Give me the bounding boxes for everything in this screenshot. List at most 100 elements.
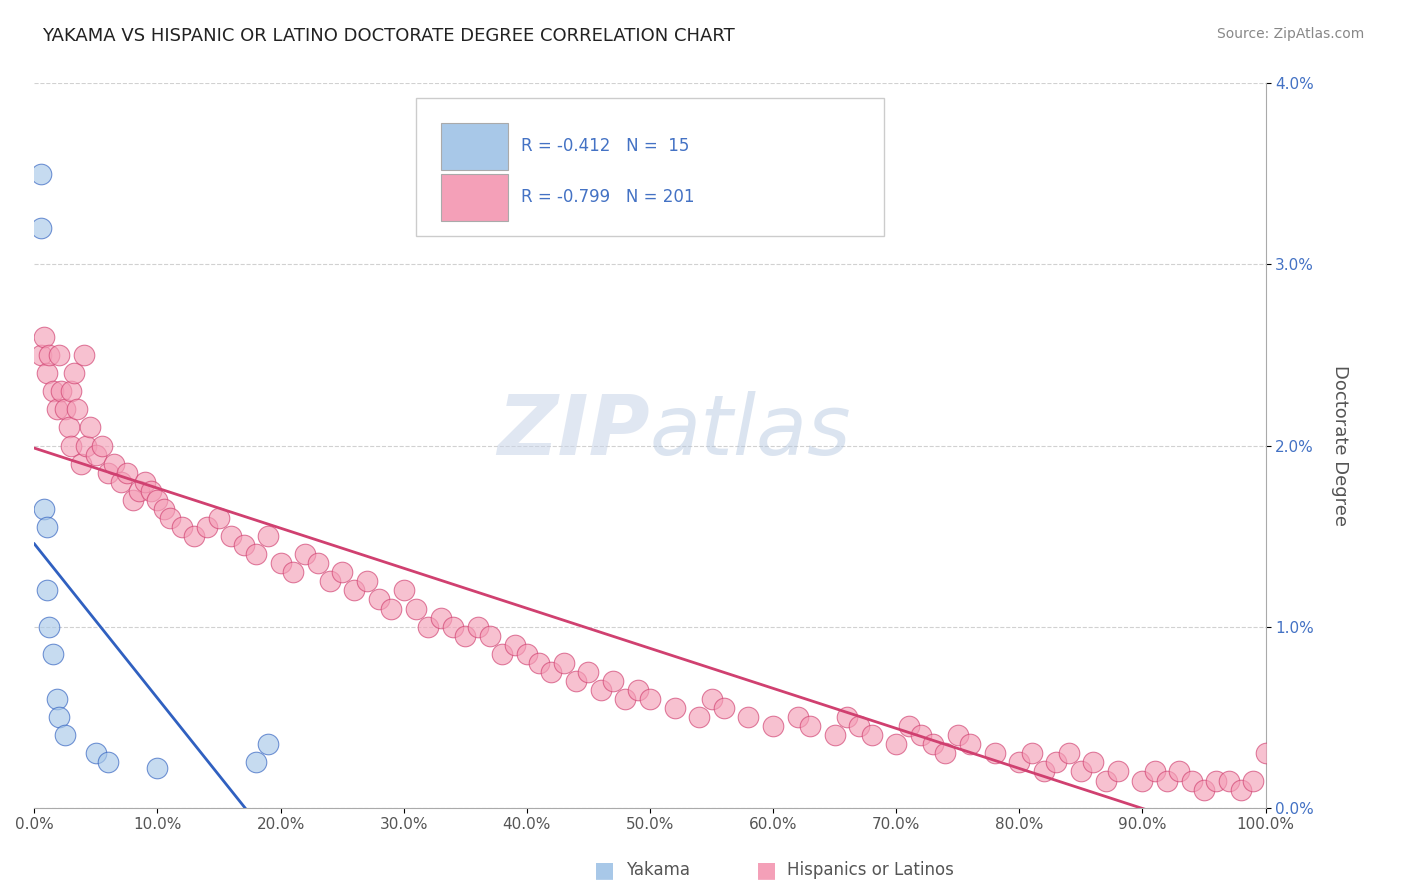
- Point: [454, 629, 477, 643]
- Point: [62, 366, 84, 380]
- Point: [97, 466, 120, 480]
- Point: [848, 719, 870, 733]
- Point: [392, 583, 415, 598]
- Point: [42, 647, 65, 661]
- Point: [1045, 756, 1067, 770]
- Text: atlas: atlas: [650, 391, 852, 472]
- Point: [38, 348, 60, 362]
- Point: [35, 366, 58, 380]
- Point: [38, 619, 60, 633]
- Point: [356, 574, 378, 589]
- Point: [79, 420, 101, 434]
- Point: [70, 457, 93, 471]
- Point: [713, 701, 735, 715]
- Text: ■: ■: [756, 860, 776, 880]
- Point: [195, 520, 218, 534]
- Point: [32, 502, 55, 516]
- Point: [245, 547, 267, 561]
- Point: [503, 638, 526, 652]
- Point: [30, 167, 52, 181]
- Point: [97, 756, 120, 770]
- Point: [159, 511, 181, 525]
- Point: [1218, 773, 1240, 788]
- Point: [429, 610, 451, 624]
- Point: [245, 756, 267, 770]
- Point: [152, 502, 174, 516]
- FancyBboxPatch shape: [416, 98, 884, 235]
- Point: [257, 529, 280, 543]
- Point: [35, 583, 58, 598]
- Point: [172, 520, 194, 534]
- Point: [48, 710, 70, 724]
- Point: [627, 683, 650, 698]
- Text: ZIP: ZIP: [498, 391, 650, 472]
- Point: [141, 483, 163, 498]
- Point: [53, 402, 76, 417]
- Point: [1132, 773, 1154, 788]
- Point: [330, 566, 353, 580]
- Point: [664, 701, 686, 715]
- Point: [30, 221, 52, 235]
- Point: [60, 439, 83, 453]
- Point: [183, 529, 205, 543]
- Point: [103, 457, 125, 471]
- Point: [700, 692, 723, 706]
- Text: Yakama: Yakama: [626, 861, 690, 879]
- Point: [1168, 764, 1191, 779]
- Point: [232, 538, 254, 552]
- Point: [786, 710, 808, 724]
- Point: [478, 629, 501, 643]
- Point: [1143, 764, 1166, 779]
- Point: [146, 761, 169, 775]
- Point: [614, 692, 637, 706]
- Point: [91, 439, 114, 453]
- Text: ■: ■: [595, 860, 614, 880]
- Point: [1070, 764, 1092, 779]
- Point: [380, 601, 402, 615]
- Point: [527, 656, 550, 670]
- Point: [1230, 782, 1253, 797]
- Point: [128, 483, 150, 498]
- Text: Source: ZipAtlas.com: Source: ZipAtlas.com: [1216, 27, 1364, 41]
- Point: [35, 520, 58, 534]
- Point: [1008, 756, 1031, 770]
- Point: [48, 348, 70, 362]
- Point: [343, 583, 366, 598]
- Point: [1032, 764, 1054, 779]
- FancyBboxPatch shape: [440, 174, 509, 221]
- Point: [115, 466, 138, 480]
- Point: [491, 647, 513, 661]
- Point: [60, 384, 83, 399]
- Text: R = -0.412   N =  15: R = -0.412 N = 15: [520, 137, 689, 155]
- Point: [576, 665, 599, 679]
- Point: [45, 402, 67, 417]
- Point: [1254, 747, 1277, 761]
- Y-axis label: Doctorate Degree: Doctorate Degree: [1331, 365, 1348, 526]
- Point: [897, 719, 920, 733]
- Point: [294, 547, 316, 561]
- Point: [884, 737, 907, 751]
- Point: [638, 692, 661, 706]
- Point: [84, 448, 107, 462]
- Point: [418, 619, 440, 633]
- Text: R = -0.799   N = 201: R = -0.799 N = 201: [520, 188, 695, 206]
- Point: [51, 384, 73, 399]
- Point: [257, 737, 280, 751]
- Point: [1107, 764, 1129, 779]
- Point: [910, 728, 932, 742]
- Point: [946, 728, 969, 742]
- Point: [208, 511, 231, 525]
- Point: [221, 529, 243, 543]
- Point: [799, 719, 821, 733]
- Text: Hispanics or Latinos: Hispanics or Latinos: [787, 861, 955, 879]
- Point: [1057, 747, 1080, 761]
- Point: [1241, 773, 1264, 788]
- Point: [405, 601, 427, 615]
- Point: [824, 728, 846, 742]
- Point: [110, 475, 132, 489]
- Point: [922, 737, 945, 751]
- Point: [270, 556, 292, 570]
- Point: [934, 747, 956, 761]
- Point: [441, 619, 464, 633]
- Point: [1021, 747, 1043, 761]
